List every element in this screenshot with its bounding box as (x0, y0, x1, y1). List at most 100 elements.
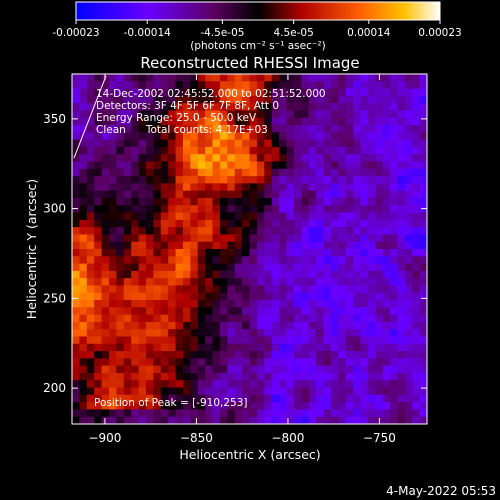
heatmap-cell (219, 205, 228, 214)
heatmap-cell (116, 314, 125, 323)
heatmap-cell (123, 234, 132, 243)
heatmap-cell (419, 300, 427, 308)
plot-frame (71, 73, 428, 425)
heatmap-cell (412, 256, 421, 265)
heatmap-cell (242, 212, 251, 221)
heatmap-cell (79, 205, 88, 214)
heatmap-cell (360, 227, 369, 236)
heatmap-cell (345, 387, 354, 396)
heatmap-cell (390, 212, 399, 221)
heatmap-cell (301, 292, 310, 301)
heatmap-cell (323, 336, 332, 345)
heatmap-cell (138, 249, 147, 257)
heatmap-cell (131, 278, 140, 287)
heatmap-cell (412, 409, 421, 418)
heatmap-cell (301, 263, 310, 272)
heatmap-cell (72, 234, 80, 243)
heatmap-cell (301, 219, 310, 228)
heatmap-cell (131, 227, 140, 236)
heatmap-cell (330, 380, 339, 389)
heatmap-cell (94, 125, 103, 133)
heatmap-cell (175, 409, 184, 418)
heatmap-cell (286, 110, 295, 119)
heatmap-cell (197, 227, 206, 236)
heatmap-cell (94, 161, 103, 170)
heatmap-cell (145, 154, 154, 163)
heatmap-cell (256, 95, 265, 104)
heatmap-cell (419, 117, 427, 126)
heatmap-cell (205, 234, 214, 243)
heatmap-cell (182, 278, 191, 287)
heatmap-cell (316, 74, 325, 82)
heatmap-cell (419, 292, 427, 301)
heatmap-cell (131, 212, 140, 221)
heatmap-cell (86, 394, 95, 403)
heatmap-cell (160, 416, 169, 424)
heatmap-cell (86, 321, 95, 330)
heatmap-cell (390, 103, 399, 112)
heatmap-cell (108, 365, 117, 374)
heatmap-cell (308, 110, 317, 119)
heatmap-cell (145, 263, 154, 272)
heatmap-cell (168, 190, 177, 199)
heatmap-cell (264, 387, 273, 396)
heatmap-cell (153, 394, 162, 403)
heatmap-cell (108, 139, 117, 148)
heatmap-cell (256, 146, 265, 155)
heatmap-cell (116, 270, 125, 279)
heatmap-cell (360, 146, 369, 155)
heatmap-cell (323, 146, 332, 155)
heatmap-cell (316, 212, 325, 221)
heatmap-cell (360, 358, 369, 367)
colorbar: -0.00023 -0.00014 -4.5e-05 4.5e-05 0.00014 0.… (52, 1, 462, 52)
heatmap-cell (205, 314, 214, 323)
heatmap-cell (264, 183, 273, 192)
heatmap-cell (205, 307, 214, 316)
heatmap-cell (301, 132, 310, 141)
heatmap-cell (390, 380, 399, 389)
heatmap-cell (353, 234, 362, 243)
heatmap-cell (190, 139, 199, 148)
heatmap-cell (145, 241, 154, 250)
heatmap-cell (227, 292, 236, 301)
heatmap-cell (367, 154, 376, 163)
heatmap-cell (160, 256, 169, 265)
heatmap-cell (197, 117, 206, 126)
heatmap-cell (390, 219, 399, 228)
heatmap-cell (338, 183, 347, 192)
heatmap-cell (249, 103, 258, 112)
heatmap-cell (316, 256, 325, 265)
heatmap-cell (79, 88, 88, 97)
colorbar-tick-label: -0.00023 (52, 27, 99, 39)
heatmap-cell (79, 212, 88, 221)
heatmap-cell (404, 197, 413, 206)
heatmap-cell (419, 183, 427, 192)
heatmap-cell (286, 103, 295, 112)
heatmap-cell (175, 176, 184, 184)
heatmap-cell (72, 161, 80, 170)
heatmap-cell (86, 270, 95, 279)
heatmap-cell (116, 168, 125, 177)
heatmap-cell (227, 176, 236, 184)
heatmap-cell (323, 300, 332, 308)
heatmap-cell (101, 241, 110, 250)
heatmap-cell (123, 95, 132, 104)
heatmap-cell (308, 285, 317, 294)
heatmap-cell (227, 74, 236, 82)
heatmap-cell (131, 263, 140, 272)
heatmap-cell (145, 81, 154, 90)
heatmap-cell (234, 321, 243, 330)
heatmap-cell (375, 197, 384, 206)
heatmap-cell (375, 336, 384, 345)
heatmap-cell (397, 132, 406, 141)
heatmap-cell (301, 256, 310, 265)
heatmap-cell (308, 183, 317, 192)
heatmap-cell (308, 372, 317, 381)
heatmap-cell (190, 409, 199, 418)
heatmap-cell (249, 95, 258, 104)
heatmap-cell (404, 176, 413, 184)
heatmap-cell (338, 132, 347, 141)
heatmap-cell (419, 125, 427, 133)
heatmap-cell (108, 351, 117, 359)
heatmap-cell (412, 387, 421, 396)
